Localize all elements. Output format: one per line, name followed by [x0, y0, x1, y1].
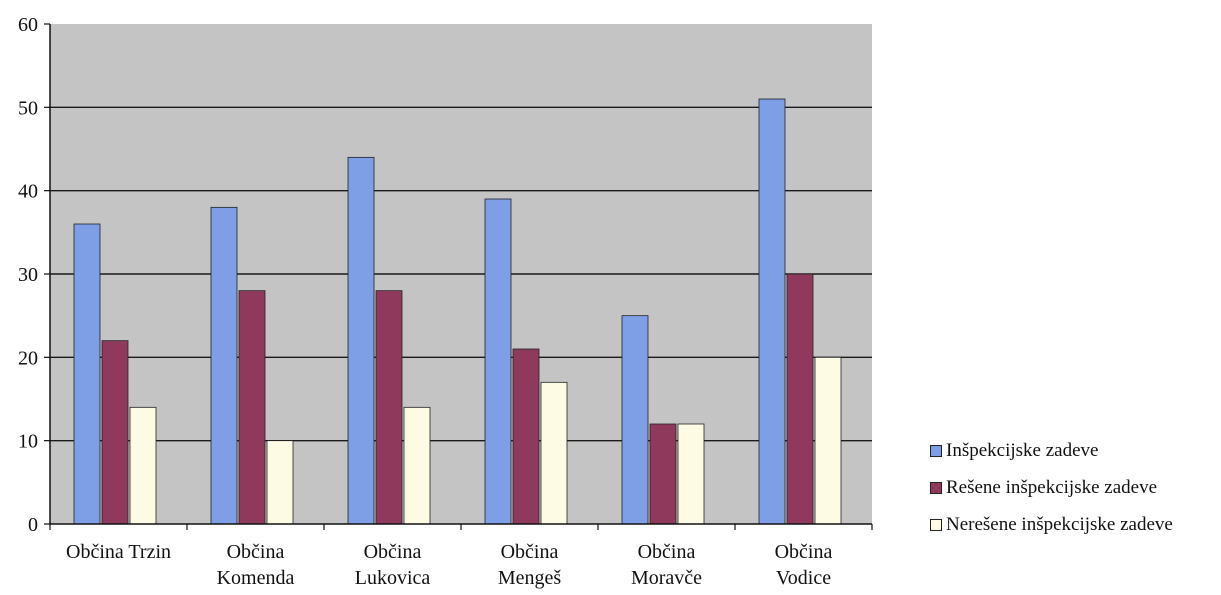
bar-series-3-cat-3	[403, 406, 431, 525]
y-tick-label: 20	[18, 347, 38, 369]
legend: Inšpekcijske zadeve Rešene inšpekcijske …	[930, 432, 1173, 543]
bar-series-2-cat-5	[649, 423, 677, 525]
bar-series-3-cat-1	[129, 406, 157, 525]
bar-series-1-cat-6	[758, 98, 786, 525]
gridlines	[50, 106, 872, 442]
bar-series-2-cat-1	[101, 340, 129, 525]
y-tick-label: 60	[18, 14, 38, 36]
bar-series-1-cat-3	[347, 156, 375, 525]
legend-label-2: Rešene inšpekcijske zadeve	[946, 477, 1158, 498]
legend-label-1: Inšpekcijske zadeve	[946, 440, 1099, 461]
legend-item-1: Inšpekcijske zadeve	[930, 432, 1173, 469]
x-tick-label: Občina Vodice	[775, 541, 833, 589]
y-tick-label: 50	[18, 97, 38, 119]
bar-series-1-cat-5	[621, 315, 649, 525]
x-tick-label: Občina Komenda	[217, 541, 295, 589]
y-tick-label: 30	[18, 264, 38, 286]
legend-item-3: Nerešene inšpekcijske zadeve	[930, 506, 1173, 543]
bar-series-2-cat-4	[512, 348, 540, 525]
y-tick-label: 0	[28, 514, 38, 536]
legend-swatch-2	[930, 481, 942, 494]
x-tick-label: Občina Lukovica	[355, 541, 431, 589]
x-tick-label: Občina Trzin	[66, 541, 171, 563]
bars	[73, 98, 842, 525]
bar-series-3-cat-6	[814, 356, 842, 525]
bar-series-2-cat-6	[786, 273, 814, 525]
bar-series-3-cat-2	[266, 440, 294, 525]
bar-series-1-cat-1	[73, 223, 101, 525]
y-tick-label: 40	[18, 181, 38, 203]
y-axis-ticks: 0 10 20 30 40 50 60	[18, 14, 50, 536]
y-tick-label: 10	[18, 431, 38, 453]
bar-series-1-cat-4	[484, 198, 512, 525]
legend-swatch-3	[930, 518, 942, 531]
bar-series-1-cat-2	[210, 206, 238, 525]
legend-swatch-1	[930, 444, 942, 457]
bar-series-3-cat-4	[540, 381, 568, 525]
x-tick-label: Občina Moravče	[631, 541, 702, 589]
x-tick-label: Občina Mengeš	[498, 541, 562, 589]
bar-series-2-cat-2	[238, 290, 266, 525]
legend-label-3: Nerešene inšpekcijske zadeve	[946, 514, 1173, 535]
bar-series-3-cat-5	[677, 423, 705, 525]
legend-item-2: Rešene inšpekcijske zadeve	[930, 469, 1173, 506]
x-axis-labels: Občina Trzin Občina Komenda Občina Lukovica O…	[66, 541, 832, 589]
bar-series-2-cat-3	[375, 290, 403, 525]
